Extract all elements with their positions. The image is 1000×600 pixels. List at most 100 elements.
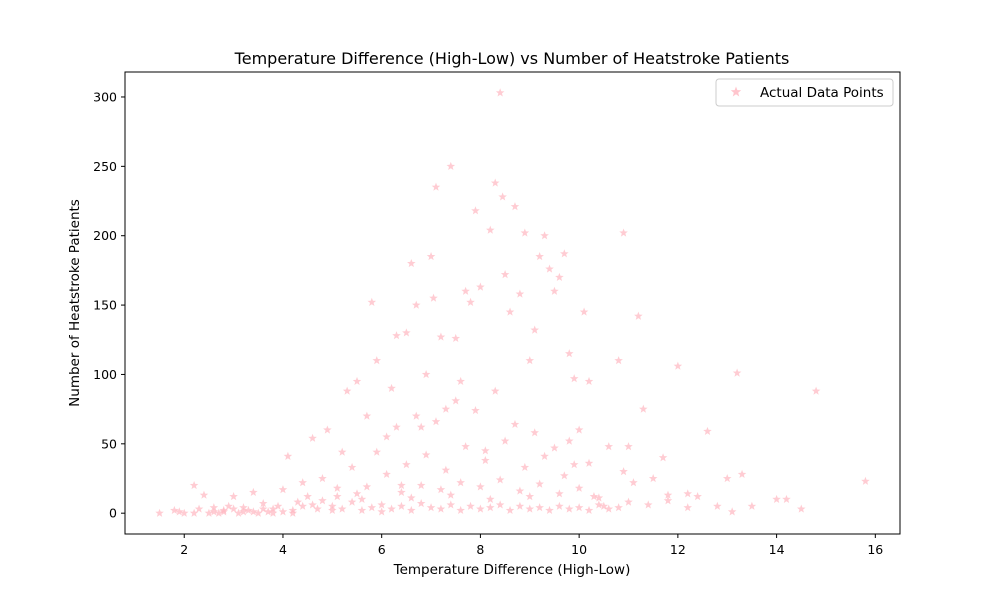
legend-star-icon: [730, 86, 742, 97]
data-point: [466, 297, 475, 306]
data-point: [796, 504, 806, 513]
data-point: [357, 494, 367, 503]
data-point: [352, 489, 362, 498]
data-point: [772, 494, 781, 503]
data-point: [663, 496, 673, 505]
data-point: [189, 508, 199, 517]
data-point: [737, 469, 747, 478]
data-point: [258, 498, 268, 508]
x-tick-label: 4: [279, 542, 287, 557]
data-point: [486, 225, 495, 234]
data-point: [229, 504, 238, 513]
data-point: [579, 307, 589, 316]
data-point: [495, 475, 505, 484]
data-point: [367, 503, 377, 512]
data-point: [337, 504, 347, 513]
y-tick-label: 0: [109, 506, 117, 521]
data-point: [530, 428, 539, 437]
legend-label: Actual Data Points: [760, 85, 884, 101]
y-tick-label: 50: [101, 436, 117, 451]
data-point: [584, 505, 594, 515]
x-tick-label: 2: [180, 542, 188, 557]
data-point: [189, 480, 199, 490]
x-tick-label: 10: [571, 542, 587, 557]
data-point: [683, 489, 693, 498]
data-point: [441, 465, 451, 474]
data-point: [342, 386, 352, 395]
data-point: [372, 447, 382, 456]
data-point: [569, 374, 579, 383]
data-point: [303, 492, 312, 501]
x-tick-label: 14: [769, 542, 785, 557]
data-point: [204, 508, 214, 517]
data-point: [436, 504, 446, 513]
data-point: [540, 451, 549, 460]
data-point: [273, 501, 283, 510]
data-point: [347, 497, 357, 506]
data-point: [382, 432, 391, 441]
data-point: [500, 436, 510, 445]
data-point: [392, 422, 401, 431]
data-point: [170, 505, 179, 515]
data-point: [293, 497, 303, 506]
data-point: [332, 492, 342, 501]
data-point: [332, 483, 342, 492]
data-point: [599, 501, 609, 510]
data-point: [258, 504, 268, 513]
data-point: [199, 490, 209, 499]
data-point: [352, 376, 362, 386]
data-point: [614, 356, 623, 365]
data-point: [486, 503, 495, 512]
chart-title: Temperature Difference (High-Low) vs Num…: [234, 49, 790, 68]
data-point: [411, 411, 421, 420]
data-point: [318, 474, 327, 483]
data-point: [589, 492, 599, 501]
legend-star-marker: [730, 86, 742, 97]
data-point: [313, 504, 322, 513]
data-point: [594, 500, 604, 509]
data-point: [545, 264, 554, 273]
data-point: [550, 286, 559, 295]
data-point: [643, 500, 653, 509]
data-point: [560, 249, 569, 258]
data-point: [421, 450, 431, 459]
data-point: [209, 507, 219, 516]
data-point: [249, 487, 258, 497]
data-point: [234, 508, 243, 517]
data-point: [673, 361, 683, 370]
data-point: [456, 505, 465, 515]
data-point: [500, 270, 510, 279]
data-point: [431, 417, 441, 426]
data-point: [505, 307, 515, 316]
data-point: [861, 476, 870, 485]
data-point: [555, 272, 564, 281]
data-point: [194, 504, 204, 513]
data-point: [782, 494, 791, 503]
data-point: [629, 478, 638, 487]
data-point: [431, 182, 441, 191]
data-point: [382, 469, 391, 478]
data-point: [308, 500, 317, 509]
data-point: [416, 422, 426, 431]
data-point: [328, 505, 337, 515]
data-point: [490, 386, 500, 395]
data-point: [574, 483, 584, 492]
data-point: [328, 501, 337, 510]
data-point: [426, 252, 436, 261]
data-point: [703, 426, 712, 435]
y-tick-label: 150: [93, 298, 117, 313]
data-point: [732, 368, 742, 377]
data-point: [555, 501, 564, 510]
data-point: [263, 507, 273, 516]
data-point: [155, 508, 164, 517]
data-point: [318, 496, 327, 505]
data-point: [481, 455, 490, 465]
data-point: [471, 406, 480, 415]
data-point: [515, 486, 525, 495]
data-point: [540, 231, 549, 240]
data-point: [510, 419, 520, 429]
data-point: [436, 485, 446, 494]
data-point: [179, 508, 189, 517]
data-point: [525, 492, 535, 501]
